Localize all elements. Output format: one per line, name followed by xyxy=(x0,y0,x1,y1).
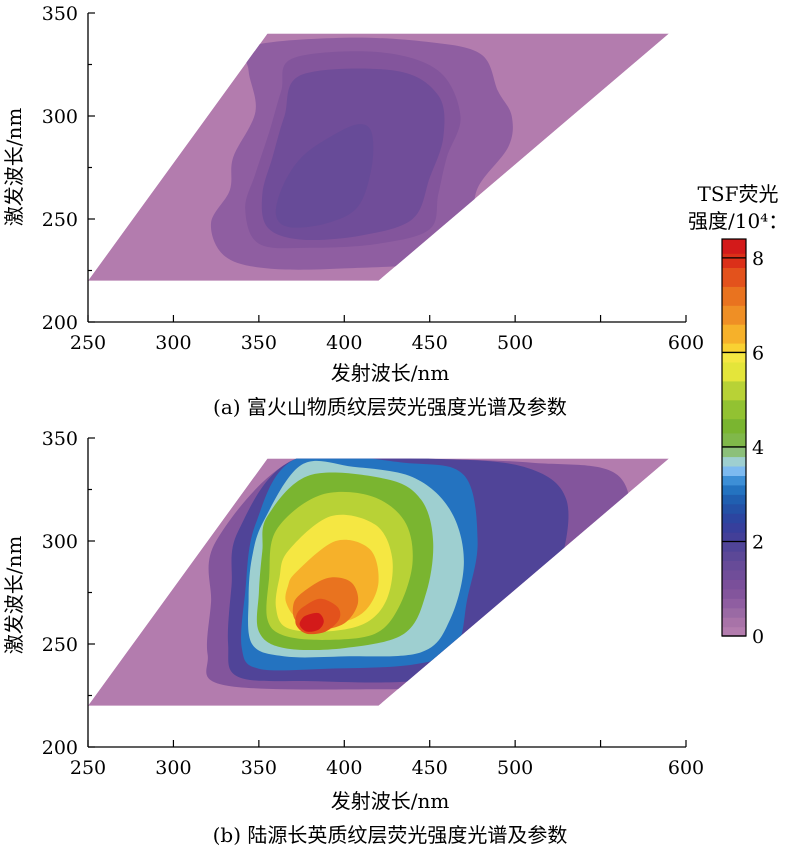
colorbar-band-5 xyxy=(722,579,746,590)
colorbar-band-6 xyxy=(722,569,746,580)
colorbar-tick-label-6: 6 xyxy=(752,342,764,364)
colorbar-title-line2-wrap: 强度/10⁴： xyxy=(688,209,788,233)
colorbar-bands xyxy=(721,238,747,637)
x-tick-label-b-250: 250 xyxy=(70,757,106,779)
caption-a: (a) 富火山物质纹层荧光强度光谱及参数 xyxy=(213,395,567,419)
colorbar-tick-label-8: 8 xyxy=(752,248,764,270)
colorbar-band-28 xyxy=(722,305,746,325)
colorbar: TSF荧光 强度/10⁴： 0 2 4 6 8 xyxy=(688,182,788,648)
colorbar-band-15 xyxy=(722,484,746,495)
x-tick-label-b-300: 300 xyxy=(155,757,191,779)
colorbar-band-32 xyxy=(722,239,746,254)
plot-area-b xyxy=(88,458,669,706)
colorbar-band-27 xyxy=(722,324,746,344)
colorbar-band-23 xyxy=(722,380,746,401)
x-axis-label-b: 发射波长/nm xyxy=(331,789,450,813)
colorbar-band-7 xyxy=(722,560,746,571)
contour-fill-group-b xyxy=(88,458,669,706)
x-tick-label-a-300: 300 xyxy=(155,332,191,354)
colorbar-tick-label-2: 2 xyxy=(752,531,764,553)
colorbar-band-4 xyxy=(722,588,746,599)
y-axis-label-b: 激发波长/nm xyxy=(2,536,26,655)
colorbar-title-suffix: ： xyxy=(768,209,788,233)
x-tick-label-a-500: 500 xyxy=(497,332,533,354)
colorbar-title-line2: 强度/10⁴ xyxy=(688,209,768,233)
colorbar-tick-label-0: 0 xyxy=(752,626,764,648)
plot-area-a xyxy=(88,33,669,281)
y-tick-label-a-250: 250 xyxy=(42,209,78,231)
colorbar-band-22 xyxy=(722,399,746,420)
x-tick-label-b-500: 500 xyxy=(497,757,533,779)
x-axis-label-a: 发射波长/nm xyxy=(331,361,450,385)
x-tick-label-b-600: 600 xyxy=(668,757,704,779)
y-axis-label-a: 激发波长/nm xyxy=(2,108,26,227)
x-tick-label-a-450: 450 xyxy=(412,332,448,354)
colorbar-title-line1: TSF荧光 xyxy=(698,182,779,206)
x-tick-label-a-250: 250 xyxy=(70,332,106,354)
y-tick-label-a-200: 200 xyxy=(42,312,78,334)
y-tick-label-b-200: 200 xyxy=(42,737,78,759)
colorbar-band-11 xyxy=(722,522,746,533)
contour-level-b-10 xyxy=(299,612,324,632)
colorbar-band-1 xyxy=(722,617,746,628)
y-tick-label-a-300: 300 xyxy=(42,106,78,128)
y-tick-label-b-300: 300 xyxy=(42,531,78,553)
colorbar-band-0 xyxy=(722,626,746,637)
colorbar-band-17 xyxy=(722,465,746,476)
colorbar-band-26 xyxy=(722,343,746,354)
contour-fill-group-a xyxy=(88,33,669,281)
colorbar-band-10 xyxy=(722,532,746,543)
colorbar-band-14 xyxy=(722,494,746,505)
y-tick-label-b-350: 350 xyxy=(42,428,78,450)
colorbar-band-19 xyxy=(722,447,746,458)
colorbar-band-12 xyxy=(722,513,746,524)
colorbar-band-8 xyxy=(722,550,746,561)
x-tick-label-b-450: 450 xyxy=(412,757,448,779)
x-tick-label-a-600: 600 xyxy=(668,332,704,354)
colorbar-band-3 xyxy=(722,598,746,609)
y-tick-label-a-350: 350 xyxy=(42,3,78,25)
caption-b: (b) 陆源长英质纹层荧光强度光谱及参数 xyxy=(213,823,568,847)
colorbar-ticks: 0 2 4 6 8 xyxy=(722,248,764,648)
y-tick-label-b-250: 250 xyxy=(42,634,78,656)
colorbar-band-9 xyxy=(722,541,746,552)
colorbar-band-20 xyxy=(722,432,746,448)
colorbar-band-31 xyxy=(722,253,746,268)
colorbar-band-25 xyxy=(722,352,746,363)
contour-level-a-3 xyxy=(275,124,374,228)
colorbar-band-18 xyxy=(722,456,746,467)
colorbar-band-21 xyxy=(722,418,746,434)
x-tick-label-b-400: 400 xyxy=(326,757,362,779)
colorbar-band-24 xyxy=(722,361,746,382)
colorbar-band-13 xyxy=(722,503,746,514)
colorbar-band-2 xyxy=(722,607,746,618)
x-tick-label-a-400: 400 xyxy=(326,332,362,354)
colorbar-tick-label-4: 4 xyxy=(752,437,764,459)
colorbar-band-30 xyxy=(722,267,746,287)
x-tick-label-b-350: 350 xyxy=(241,757,277,779)
x-tick-label-a-350: 350 xyxy=(241,332,277,354)
colorbar-band-29 xyxy=(722,286,746,306)
colorbar-band-16 xyxy=(722,475,746,486)
